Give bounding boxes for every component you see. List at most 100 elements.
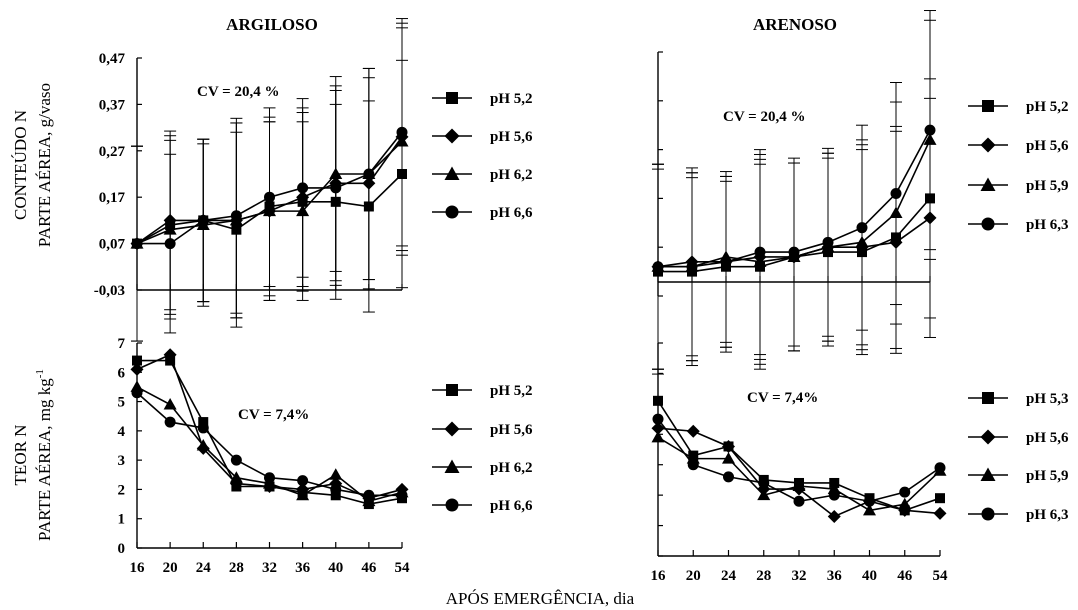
row-label-bottom-line2: PARTE AÉREA, mg kg-1 — [34, 369, 54, 541]
y-tick-label: 3 — [118, 453, 126, 469]
data-point-triangle — [753, 255, 767, 267]
y-tick-label: 1 — [118, 512, 126, 528]
data-point-circle — [890, 188, 902, 200]
data-point-circle — [197, 214, 209, 226]
legend-label: pH 5,3 — [1026, 391, 1069, 407]
data-point-circle — [330, 182, 342, 194]
data-point-circle — [164, 416, 176, 428]
legend-marker-circle — [981, 217, 995, 231]
x-tick-label: 24 — [196, 560, 212, 576]
data-point-square — [231, 224, 242, 235]
legend-marker-triangle — [444, 166, 460, 180]
data-point-circle — [828, 489, 840, 501]
data-point-diamond — [296, 190, 310, 204]
y-tick-label: 0,27 — [99, 144, 126, 160]
column-title-arenoso: ARENOSO — [753, 15, 837, 34]
data-point-circle — [723, 471, 734, 483]
data-point-diamond — [722, 439, 735, 453]
data-point-circle — [788, 246, 800, 258]
x-tick-label: 54 — [933, 568, 949, 584]
legend-label: pH 6,3 — [1026, 217, 1069, 233]
y-tick-label: 0,47 — [99, 51, 126, 67]
data-point-square — [925, 193, 935, 204]
legend-marker-diamond — [980, 429, 996, 445]
legend-marker-square — [982, 100, 994, 112]
y-tick-label: -0,03 — [94, 283, 125, 299]
x-tick-label: 40 — [328, 560, 343, 576]
data-point-triangle — [329, 468, 343, 480]
data-point-circle — [297, 475, 309, 487]
data-point-triangle — [792, 479, 806, 492]
x-tick-label: 16 — [130, 560, 146, 576]
data-point-square — [198, 417, 209, 428]
x-tick-label: 20 — [686, 568, 701, 584]
y-tick-label: 0,17 — [99, 190, 126, 206]
data-point-square — [363, 201, 374, 212]
data-point-circle — [687, 459, 699, 471]
legend-label: pH 5,6 — [1026, 138, 1069, 154]
legend-label: pH 6,2 — [490, 460, 533, 476]
x-tick-label: 32 — [792, 568, 807, 584]
legend-marker-circle — [981, 507, 995, 521]
column-title-argiloso: ARGILOSO — [226, 15, 318, 34]
data-point-circle — [396, 489, 408, 501]
data-point-circle — [822, 236, 834, 248]
data-point-triangle — [196, 439, 210, 451]
data-point-triangle — [898, 497, 912, 510]
data-point-diamond — [163, 213, 177, 227]
legend-label: pH 6,6 — [490, 205, 533, 221]
data-point-triangle — [229, 471, 243, 483]
cv-annotation: CV = 7,4% — [747, 390, 818, 406]
legend-label: pH 5,9 — [1026, 468, 1069, 484]
legend-label: pH 6,2 — [490, 167, 533, 183]
data-point-diamond — [362, 176, 376, 190]
y-tick-label: 6 — [118, 365, 126, 381]
data-point-circle — [793, 495, 805, 507]
row-label-bottom-text: PARTE AÉREA, mg kg — [35, 378, 54, 541]
legend-marker-circle — [445, 205, 459, 219]
data-point-triangle — [651, 430, 665, 443]
data-point-circle — [164, 238, 176, 250]
data-point-diamond — [933, 506, 947, 520]
data-point-triangle — [923, 133, 937, 145]
data-point-circle — [330, 483, 342, 495]
data-point-diamond — [163, 348, 177, 362]
row-label-bottom-line1: TEOR N — [11, 425, 30, 486]
data-point-diamond — [889, 235, 903, 249]
legend-label: pH 5,2 — [1026, 99, 1069, 115]
legend-label: pH 6,6 — [490, 498, 533, 514]
panel-arenoso-teor: 16 20 24 28 32 36 40 46 54 CV = 7,4% pH 5,3 pH 5,6 p… — [651, 342, 1069, 584]
x-tick-label: 16 — [651, 568, 667, 584]
data-point-circle — [264, 472, 275, 484]
legend-label: pH 5,2 — [490, 383, 533, 399]
data-point-circle — [363, 489, 375, 501]
data-point-circle — [686, 261, 698, 273]
y-tick-label: 2 — [118, 482, 126, 498]
data-point-circle — [899, 486, 911, 498]
data-point-circle — [856, 222, 868, 234]
data-point-diamond — [923, 211, 937, 225]
data-point-triangle — [395, 135, 409, 147]
data-point-circle — [652, 261, 664, 273]
data-point-circle — [197, 422, 209, 434]
legend-label: pH 5,2 — [490, 91, 533, 107]
row-label-top-line1: CONTEÚDO N — [11, 110, 30, 220]
data-point-circle — [758, 477, 770, 489]
data-point-triangle — [329, 167, 343, 179]
x-tick-label: 24 — [721, 568, 737, 584]
legend-marker-diamond — [980, 137, 996, 153]
data-point-circle — [363, 168, 375, 180]
data-point-triangle — [263, 204, 276, 217]
y-tick-label: 0,37 — [99, 97, 126, 113]
x-tick-label: 32 — [262, 560, 277, 576]
panel-arenoso-conteudo: CV = 20,4 % pH 5,2 pH 5,6 pH 5,9 pH 6,3 — [651, 10, 1069, 375]
y-tick-label: 7 — [118, 336, 126, 352]
y-tick-label: 4 — [118, 424, 126, 440]
data-point-triangle — [296, 488, 310, 501]
data-point-circle — [396, 126, 408, 138]
y-tick-label: 0,07 — [99, 237, 126, 253]
data-point-square — [653, 395, 663, 406]
data-point-circle — [131, 387, 143, 399]
